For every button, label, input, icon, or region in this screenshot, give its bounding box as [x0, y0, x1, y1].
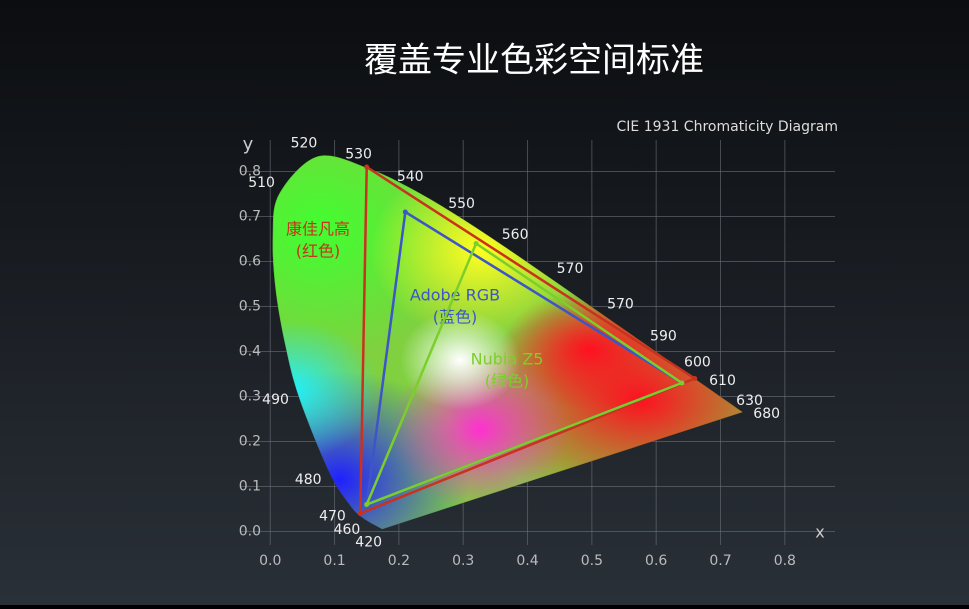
wavelength-label: 680 — [753, 406, 780, 422]
wavelength-label: 510 — [248, 175, 275, 191]
gamut-vertex — [402, 209, 408, 215]
gamut-triangle — [364, 241, 685, 507]
x-tick-label: 0.1 — [323, 553, 345, 569]
legend-label: Nubia Z5 — [471, 350, 544, 369]
wavelength-label: 550 — [448, 196, 475, 212]
x-tick-label: 0.5 — [581, 553, 603, 569]
wavelength-label: 600 — [684, 354, 711, 370]
gamut-vertex — [679, 380, 685, 386]
y-tick-label: 0.0 — [239, 524, 261, 540]
gamut-vertex — [473, 241, 479, 246]
y-tick-label: 0.7 — [239, 209, 261, 225]
y-tick-label: 0.6 — [239, 254, 261, 270]
gamut-vertex — [692, 376, 698, 381]
chart-subtitle: CIE 1931 Chromaticity Diagram — [617, 119, 838, 135]
gamut-vertex — [364, 502, 370, 507]
x-tick-label: 0.7 — [709, 553, 731, 569]
wavelength-label: 480 — [295, 472, 322, 488]
y-tick-label: 0.8 — [239, 164, 261, 180]
x-tick-label: 0.3 — [452, 553, 474, 569]
wavelength-label: 530 — [345, 147, 372, 163]
wavelength-label: 460 — [334, 522, 361, 538]
wavelength-label: 590 — [650, 328, 677, 344]
gamut-vertex — [364, 164, 370, 170]
wavelength-label: 420 — [355, 534, 382, 550]
wavelength-label: 570 — [607, 296, 634, 312]
wavelength-label: 630 — [736, 393, 763, 409]
wavelength-label: 570 — [557, 261, 584, 277]
x-tick-label: 0.0 — [259, 553, 281, 569]
y-tick-label: 0.5 — [239, 299, 261, 315]
y-tick-label: 0.3 — [239, 389, 261, 405]
gamut-triangle — [359, 164, 698, 516]
x-tick-label: 0.8 — [774, 553, 796, 569]
wavelength-label: 610 — [709, 373, 736, 389]
y-tick-label: 0.4 — [239, 344, 261, 360]
wavelength-label: 490 — [262, 392, 289, 408]
x-tick-label: 0.4 — [516, 553, 538, 569]
y-tick-label: 0.1 — [239, 479, 261, 495]
legend-label: 康佳凡高 — [286, 220, 350, 239]
legend-note: (蓝色) — [433, 308, 478, 327]
wavelength-label: 520 — [291, 135, 318, 151]
wavelength-label: 560 — [502, 227, 529, 243]
x-axis-label: x — [815, 523, 824, 542]
x-tick-label: 0.2 — [388, 553, 410, 569]
chart-title: 覆盖专业色彩空间标准 — [364, 41, 704, 81]
legend-note: (绿色) — [485, 372, 530, 391]
y-tick-label: 0.2 — [239, 434, 261, 450]
legend-note: (红色) — [296, 242, 341, 261]
x-tick-label: 0.6 — [645, 553, 667, 569]
wavelength-label: 540 — [397, 169, 424, 185]
y-axis-label: y — [243, 134, 254, 155]
gamut-vertex — [357, 511, 363, 516]
wavelength-label: 470 — [319, 508, 346, 524]
